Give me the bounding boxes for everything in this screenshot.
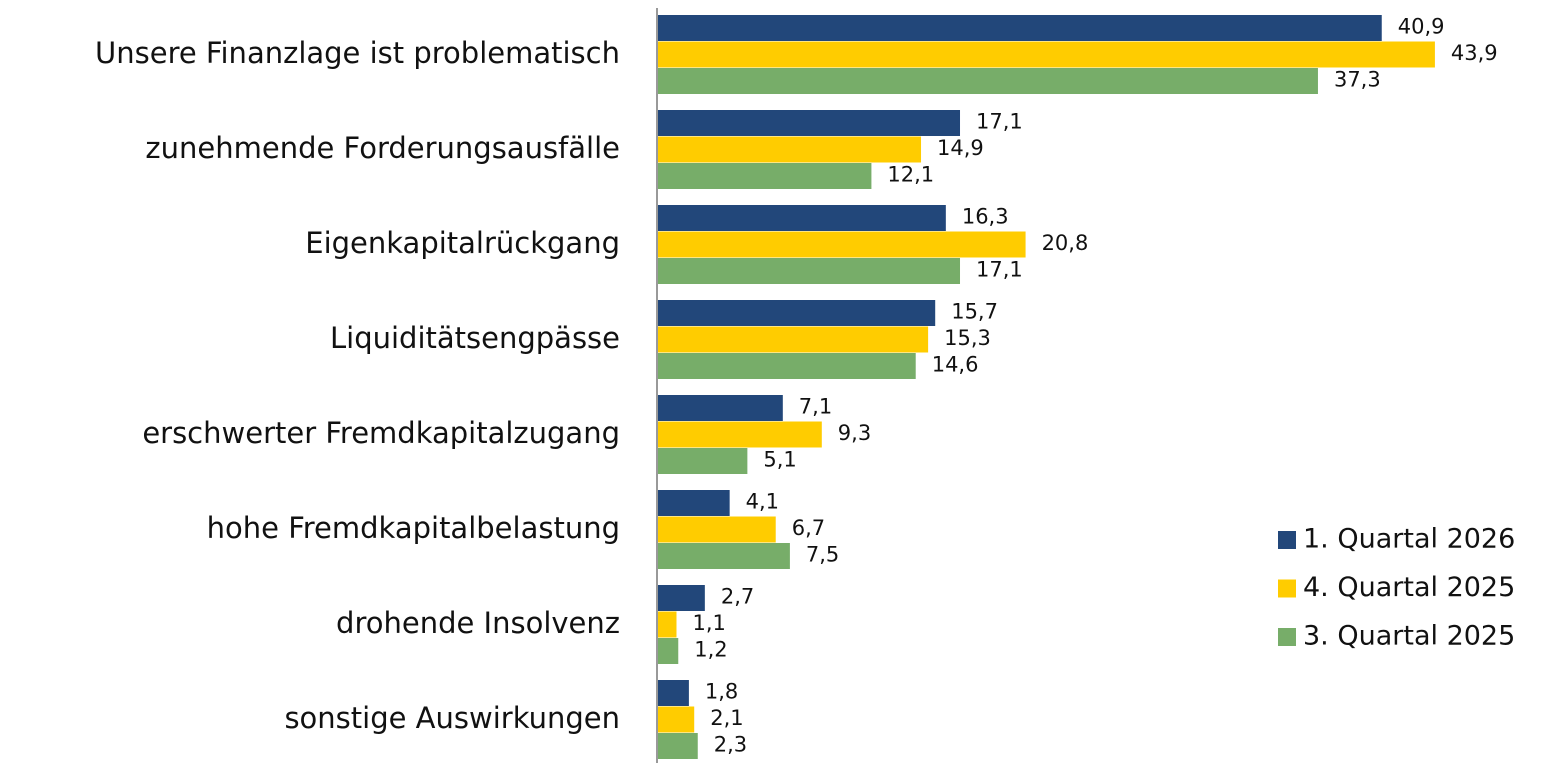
bar [657, 41, 1435, 68]
bar [657, 205, 946, 231]
bar [657, 231, 1026, 258]
bar [657, 611, 677, 638]
legend-label: 1. Quartal 2026 [1303, 524, 1515, 555]
value-label: 15,7 [951, 299, 998, 323]
value-label: 2,7 [721, 584, 754, 608]
bar [657, 300, 936, 326]
legend-label: 4. Quartal 2025 [1303, 572, 1515, 603]
value-label: 1,1 [692, 611, 725, 635]
bar [657, 326, 929, 353]
category-label: Unsere Finanzlage ist problematisch [95, 36, 620, 70]
category-label: sonstige Auswirkungen [284, 701, 620, 735]
bar [657, 68, 1318, 94]
bar [657, 733, 698, 759]
category-label: zunehmende Forderungsausfälle [145, 131, 620, 165]
bar [657, 680, 689, 706]
category-label: drohende Insolvenz [336, 606, 620, 640]
value-label: 12,1 [887, 162, 934, 186]
value-label: 43,9 [1451, 41, 1498, 65]
bar [657, 516, 776, 543]
category-label: Eigenkapitalrückgang [305, 226, 620, 260]
value-label: 40,9 [1398, 14, 1445, 38]
value-label: 7,5 [806, 542, 839, 566]
value-label: 37,3 [1334, 67, 1381, 91]
value-label: 15,3 [944, 326, 991, 350]
value-label: 9,3 [838, 421, 871, 445]
category-label: erschwerter Fremdkapitalzugang [142, 416, 620, 450]
bar [657, 421, 822, 448]
value-label: 6,7 [792, 516, 825, 540]
bar [657, 15, 1382, 41]
bar [657, 258, 961, 284]
value-label: 5,1 [763, 447, 796, 471]
bar [657, 395, 783, 421]
value-label: 17,1 [976, 257, 1023, 281]
bar [657, 448, 748, 474]
value-label: 14,6 [932, 352, 979, 376]
bar [657, 163, 872, 189]
category-label: Liquiditätsengpässe [330, 321, 620, 355]
bar [657, 585, 705, 611]
legend-swatch [1278, 531, 1296, 549]
legend-swatch [1278, 628, 1296, 646]
bar [657, 136, 922, 163]
value-label: 14,9 [937, 136, 984, 160]
value-label: 16,3 [962, 204, 1009, 228]
value-label: 2,3 [714, 732, 747, 756]
bar [657, 490, 730, 516]
bar [657, 110, 961, 136]
legend-swatch [1278, 579, 1296, 598]
legend-label: 3. Quartal 2025 [1303, 621, 1515, 652]
bar [657, 543, 790, 569]
value-label: 17,1 [976, 109, 1023, 133]
value-label: 1,2 [694, 637, 727, 661]
value-label: 20,8 [1042, 231, 1089, 255]
bar [657, 638, 679, 664]
value-label: 7,1 [799, 394, 832, 418]
value-label: 1,8 [705, 679, 738, 703]
category-label: hohe Fremdkapitalbelastung [207, 511, 620, 545]
value-label: 2,1 [710, 706, 743, 730]
bar [657, 353, 916, 379]
value-label: 4,1 [746, 489, 779, 513]
bar [657, 706, 695, 733]
